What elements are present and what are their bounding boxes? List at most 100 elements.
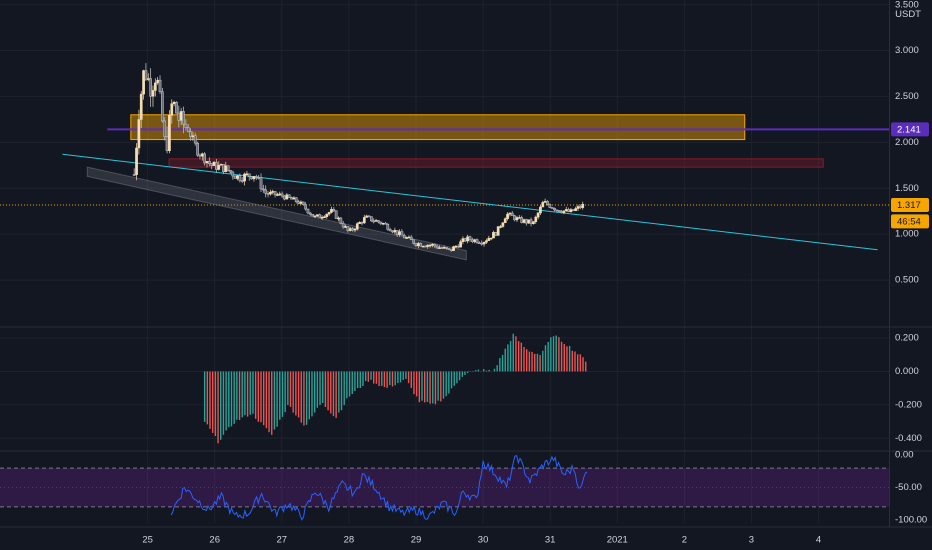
candle [158, 79, 162, 92]
candle [316, 214, 319, 217]
candle [231, 171, 235, 177]
candle [207, 161, 211, 164]
candle [149, 78, 152, 97]
candle [257, 177, 260, 179]
macd-pane[interactable] [203, 333, 587, 444]
candle [233, 175, 237, 179]
candle [139, 93, 143, 120]
candle [196, 142, 199, 156]
candle [142, 70, 145, 95]
candle [426, 244, 430, 247]
candle [522, 219, 526, 223]
candle [475, 239, 479, 244]
candle [311, 214, 315, 217]
candle [393, 230, 397, 233]
price-pane[interactable] [0, 63, 889, 261]
price-tick-label: 1.000 [895, 229, 919, 240]
candle [492, 232, 495, 239]
candle [334, 210, 338, 219]
candle [539, 206, 542, 214]
candle [513, 215, 516, 221]
candle [574, 208, 578, 211]
candle [517, 217, 521, 219]
candle [308, 212, 312, 215]
candle [151, 90, 155, 97]
supply-zone-orange[interactable] [130, 114, 746, 141]
candle [398, 231, 401, 235]
price-tick-label: 2.500 [895, 91, 919, 102]
candle [463, 238, 467, 242]
candle [276, 194, 279, 196]
oscillator-tick-label: 0.00 [895, 450, 914, 461]
candle [501, 222, 505, 227]
candle [353, 228, 357, 231]
candle [313, 215, 317, 218]
time-tick-label: 4 [816, 535, 821, 546]
candle [508, 212, 512, 215]
candle [215, 161, 218, 170]
candle [564, 209, 568, 212]
candle [156, 79, 160, 84]
candle [532, 221, 535, 224]
candle [388, 229, 392, 232]
candle [440, 247, 444, 249]
oscillator-band [0, 468, 889, 507]
oscillator-tick-label: -100.00 [895, 514, 927, 525]
candle [132, 174, 136, 176]
price-axis[interactable]: USDT 3.500 3.000 2.500 2.000 1.500 1.000 0.500… [895, 0, 927, 525]
zone-red[interactable] [168, 158, 824, 168]
candle [400, 231, 404, 236]
candle [546, 201, 549, 205]
candle [297, 201, 300, 204]
candle [261, 188, 265, 191]
pane-separators[interactable] [0, 0, 932, 528]
oscillator-line [170, 454, 588, 521]
candle [424, 245, 427, 248]
time-tick-label: 25 [142, 535, 153, 546]
candle [466, 236, 469, 242]
candle [520, 217, 524, 223]
time-axis[interactable]: 25 26 27 28 29 30 31 2021 2 3 4 [142, 535, 821, 546]
candle [550, 207, 554, 209]
candle [569, 209, 573, 213]
candle [186, 127, 190, 132]
candle [416, 243, 420, 247]
candle [527, 219, 531, 224]
trendline-teal[interactable] [62, 153, 878, 251]
candle [360, 222, 364, 224]
drawings[interactable] [0, 114, 889, 261]
candle [247, 173, 251, 177]
channel-band[interactable] [86, 166, 467, 261]
candle [503, 218, 507, 224]
candle [198, 154, 202, 157]
candle [259, 177, 263, 190]
level-label-bg [891, 122, 929, 137]
candle [433, 243, 437, 247]
candle [362, 217, 366, 224]
candle [238, 175, 242, 181]
candle [161, 91, 164, 122]
countdown-label: 46:54 [897, 216, 921, 227]
countdown-label-bg [891, 214, 929, 229]
candle [379, 221, 383, 224]
candle [243, 173, 246, 182]
candle [339, 217, 343, 224]
candle [168, 115, 171, 151]
candles [132, 63, 585, 252]
oscillator-pane[interactable] [0, 454, 889, 521]
macd-tick-label: 0.200 [895, 333, 919, 344]
candle [327, 212, 331, 215]
candle [386, 223, 390, 230]
candle [553, 207, 556, 211]
candle [468, 236, 472, 241]
candle [480, 242, 484, 245]
candle [419, 243, 423, 247]
candle [395, 230, 399, 235]
last-price-label-bg [891, 198, 929, 213]
candle [184, 123, 188, 128]
grid [0, 0, 889, 523]
candle [384, 222, 387, 225]
candle [536, 212, 540, 218]
